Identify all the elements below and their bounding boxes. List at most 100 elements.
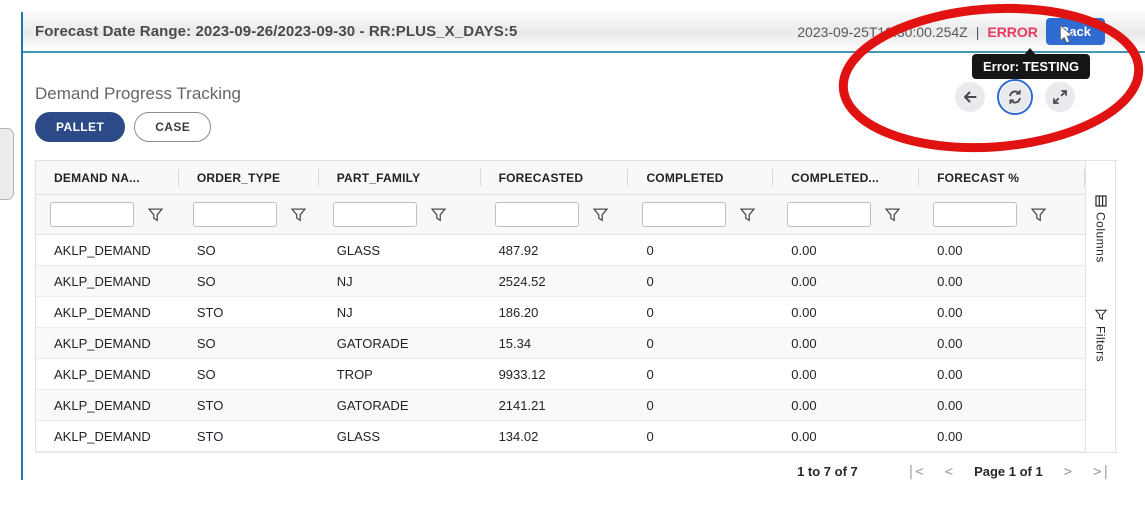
cell-completed: 0.00 bbox=[791, 397, 817, 413]
table-row[interactable]: AKLP_DEMAND STO GATORADE 2141.21 0 0.00 0.00 bbox=[36, 390, 1085, 421]
cell-completed: 0.00 bbox=[791, 366, 817, 382]
filter-funnel-icon[interactable] bbox=[148, 207, 163, 222]
table-row[interactable]: AKLP_DEMAND SO GATORADE 15.34 0 0.00 0.00 bbox=[36, 328, 1085, 359]
panel-toolbar bbox=[955, 79, 1075, 115]
filter-input-forecasted[interactable] bbox=[494, 202, 579, 227]
cell-order-type: STO bbox=[196, 428, 224, 444]
timestamp-status-divider: | bbox=[975, 23, 980, 40]
cell-order-type: SO bbox=[196, 335, 216, 351]
cell-completed: 0.00 bbox=[791, 428, 817, 444]
filter-input-completed[interactable] bbox=[642, 202, 727, 227]
filter-input-order-type[interactable] bbox=[192, 202, 277, 227]
filter-funnel-icon[interactable] bbox=[290, 207, 306, 222]
forecast-header-bar: Forecast Date Range: 2023-09-26/2023-09-… bbox=[23, 12, 1145, 53]
filter-funnel-icon[interactable] bbox=[1031, 207, 1047, 222]
filter-input-demand-na[interactable] bbox=[50, 202, 134, 227]
pagination-bar: 1 to 7 of 7 |< < Page 1 of 1 > >| bbox=[35, 452, 1118, 490]
filter-input-part-family[interactable] bbox=[332, 202, 417, 227]
cell-demand-na: AKLP_DEMAND bbox=[54, 242, 151, 258]
next-page-button[interactable]: > bbox=[1063, 463, 1073, 480]
cell-forecasted: 2141.21 bbox=[498, 397, 546, 413]
cell-demand-na: AKLP_DEMAND bbox=[54, 397, 151, 413]
error-tooltip: Error: TESTING bbox=[972, 48, 1091, 79]
table-row[interactable]: AKLP_DEMAND SO GLASS 487.92 0 0.00 0.00 bbox=[36, 235, 1085, 266]
cell-demand-na: AKLP_DEMAND bbox=[54, 428, 151, 444]
column-header-forecasted[interactable]: FORECASTED bbox=[481, 161, 629, 194]
header-right-group: 2023-09-25T19:30:00.254Z | ERROR Back bbox=[797, 18, 1145, 45]
column-header-completed[interactable]: COMPLETED bbox=[628, 161, 774, 194]
side-tab-filters-label: Filters bbox=[1093, 325, 1108, 363]
filters-funnel-icon bbox=[1094, 309, 1107, 321]
cell-forecast: 0.00 bbox=[937, 304, 963, 320]
cell-forecast: 0.00 bbox=[937, 397, 963, 413]
last-updated-timestamp: 2023-09-25T19:30:00.254Z bbox=[797, 23, 968, 40]
error-tooltip-text: Error: TESTING bbox=[983, 59, 1080, 74]
data-grid: DEMAND NA... ORDER_TYPE PART_FAMILY FORECAS… bbox=[35, 160, 1118, 490]
cell-completed: 0.00 bbox=[791, 304, 817, 320]
case-toggle[interactable]: CASE bbox=[134, 112, 212, 142]
cell-completed: 0.00 bbox=[791, 273, 817, 289]
cell-part-family: GLASS bbox=[336, 242, 381, 258]
table-filter-row bbox=[36, 195, 1085, 235]
side-tab-filters[interactable]: Filters bbox=[1094, 309, 1108, 362]
expand-button[interactable] bbox=[1045, 82, 1075, 112]
column-header-demand-na[interactable]: DEMAND NA... bbox=[36, 161, 179, 194]
refresh-button[interactable] bbox=[997, 79, 1033, 115]
column-header-part-family[interactable]: PART_FAMILY bbox=[319, 161, 481, 194]
table-row[interactable]: AKLP_DEMAND SO NJ 2524.52 0 0.00 0.00 bbox=[36, 266, 1085, 297]
filter-input-completed[interactable] bbox=[787, 202, 872, 227]
back-arrow-button[interactable] bbox=[955, 82, 985, 112]
cell-forecasted: 15.34 bbox=[498, 335, 532, 351]
cell-part-family: NJ bbox=[336, 273, 353, 289]
cell-demand-na: AKLP_DEMAND bbox=[54, 304, 151, 320]
cell-part-family: GATORADE bbox=[336, 335, 409, 351]
cell-forecast: 0.00 bbox=[937, 366, 963, 382]
pallet-toggle[interactable]: PALLET bbox=[35, 112, 126, 142]
filter-cell-completed bbox=[628, 195, 773, 234]
table-body: AKLP_DEMAND SO GLASS 487.92 0 0.00 0.00 AKLP_DE… bbox=[36, 235, 1085, 452]
page-title: Demand Progress Tracking bbox=[35, 84, 241, 103]
filter-cell-forecast bbox=[919, 195, 1085, 234]
column-header-order-type[interactable]: ORDER_TYPE bbox=[179, 161, 319, 194]
cell-forecasted: 487.92 bbox=[498, 242, 539, 258]
cell-forecast: 0.00 bbox=[937, 242, 963, 258]
cell-completed: 0 bbox=[646, 304, 654, 320]
cell-forecast: 0.00 bbox=[937, 273, 963, 289]
cell-order-type: SO bbox=[196, 242, 216, 258]
grid-table: DEMAND NA... ORDER_TYPE PART_FAMILY FORECAS… bbox=[35, 161, 1085, 452]
cell-completed: 0 bbox=[646, 366, 654, 382]
cell-completed: 0.00 bbox=[791, 335, 817, 351]
unit-toggle-group: PALLET CASE bbox=[35, 112, 212, 142]
cell-completed: 0 bbox=[646, 397, 654, 413]
cell-completed: 0 bbox=[646, 273, 654, 289]
cell-part-family: NJ bbox=[336, 304, 353, 320]
table-row[interactable]: AKLP_DEMAND SO TROP 9933.12 0 0.00 0.00 bbox=[36, 359, 1085, 390]
cell-forecasted: 9933.12 bbox=[498, 366, 546, 382]
filter-cell-order-type bbox=[179, 195, 319, 234]
prev-page-button[interactable]: < bbox=[944, 463, 954, 480]
row-range-summary: 1 to 7 of 7 bbox=[797, 464, 858, 479]
filter-cell-forecasted bbox=[481, 195, 629, 234]
columns-grid-icon bbox=[1094, 195, 1107, 207]
cell-completed: 0.00 bbox=[791, 242, 817, 258]
cell-demand-na: AKLP_DEMAND bbox=[54, 366, 151, 382]
column-header-completed[interactable]: COMPLETED... bbox=[773, 161, 920, 194]
filter-funnel-icon[interactable] bbox=[592, 207, 608, 222]
first-page-button[interactable]: |< bbox=[906, 463, 924, 480]
filter-funnel-icon[interactable] bbox=[430, 207, 446, 222]
cell-completed: 0 bbox=[646, 428, 654, 444]
filter-input-forecast[interactable] bbox=[933, 202, 1018, 227]
cell-demand-na: AKLP_DEMAND bbox=[54, 273, 151, 289]
last-page-button[interactable]: >| bbox=[1093, 463, 1110, 480]
table-row[interactable]: AKLP_DEMAND STO GLASS 134.02 0 0.00 0.00 bbox=[36, 421, 1085, 452]
column-header-forecast[interactable]: FORECAST % bbox=[919, 161, 1085, 194]
back-button[interactable]: Back bbox=[1045, 18, 1105, 45]
filter-funnel-icon[interactable] bbox=[740, 207, 756, 222]
status-error-link[interactable]: ERROR bbox=[987, 23, 1038, 40]
table-row[interactable]: AKLP_DEMAND STO NJ 186.20 0 0.00 0.00 bbox=[36, 297, 1085, 328]
filter-cell-demand-na bbox=[36, 195, 179, 234]
left-scrollbar-thumb[interactable] bbox=[0, 128, 14, 200]
filter-funnel-icon[interactable] bbox=[885, 207, 901, 222]
side-tab-columns[interactable]: Columns bbox=[1094, 195, 1108, 263]
